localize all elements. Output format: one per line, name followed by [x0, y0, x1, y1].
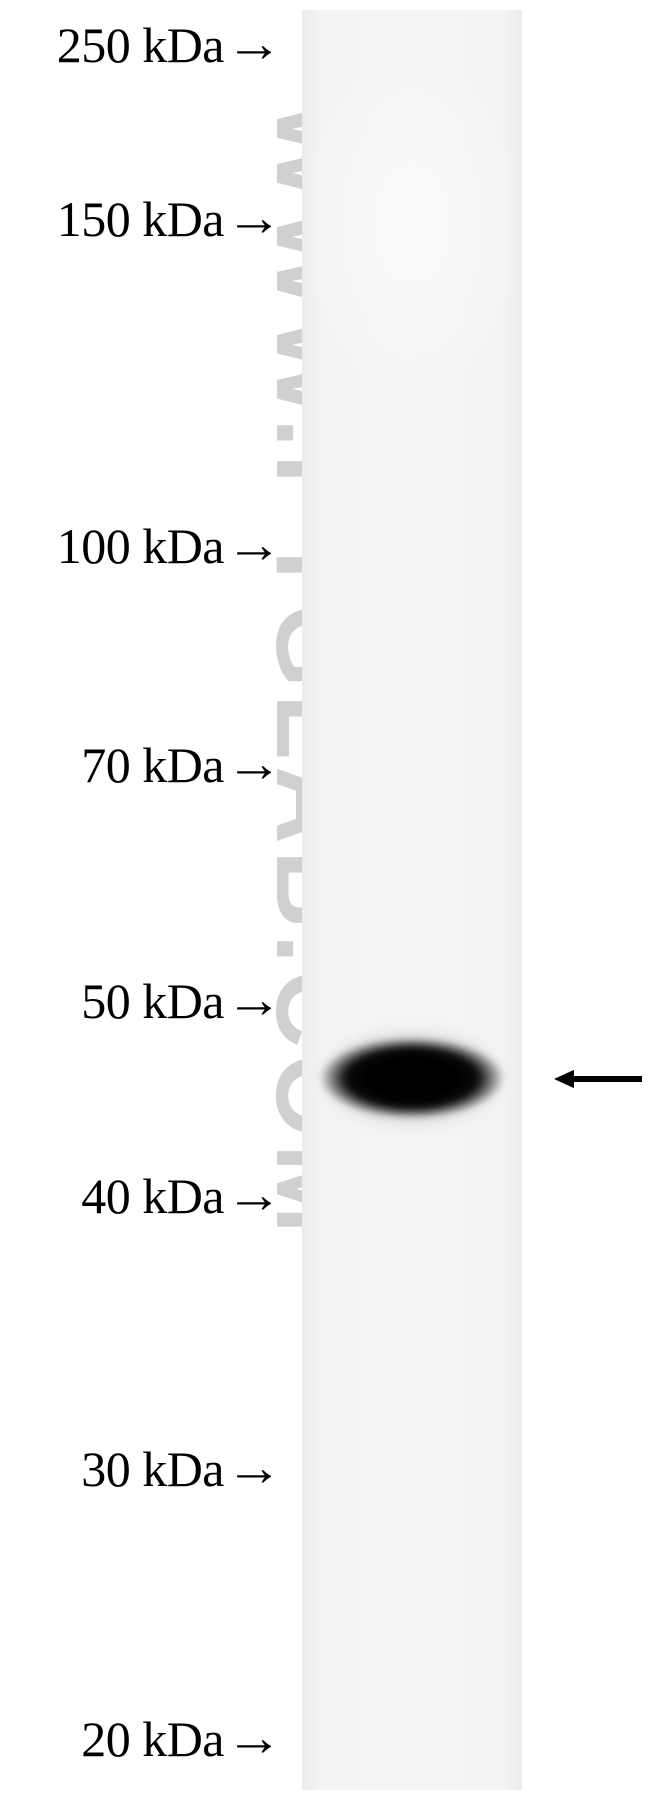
blot-lane [302, 10, 522, 1790]
marker-label-text: 70 kDa [81, 740, 224, 790]
marker-label-row: 20 kDa→ [81, 1713, 280, 1765]
blot-lane-bg [302, 10, 522, 1790]
marker-label-text: 50 kDa [81, 976, 224, 1026]
marker-label-row: 30 kDa→ [81, 1443, 280, 1495]
arrow-right-icon: → [225, 19, 282, 71]
marker-label-text: 250 kDa [57, 20, 224, 70]
marker-label-row: 250 kDa→ [57, 19, 280, 71]
arrow-right-icon: → [225, 1443, 282, 1495]
marker-label-row: 50 kDa→ [81, 975, 280, 1027]
result-arrow [554, 1064, 644, 1094]
marker-label-row: 100 kDa→ [57, 520, 280, 572]
marker-label-text: 30 kDa [81, 1444, 224, 1494]
marker-label-text: 20 kDa [81, 1714, 224, 1764]
arrow-right-icon: → [225, 193, 282, 245]
marker-label-text: 40 kDa [81, 1171, 224, 1221]
marker-label-row: 70 kDa→ [81, 739, 280, 791]
arrow-left-icon [554, 1064, 644, 1094]
marker-label-row: 150 kDa→ [57, 193, 280, 245]
marker-label-column: 250 kDa→150 kDa→100 kDa→70 kDa→50 kDa→40… [0, 0, 280, 1803]
arrow-right-icon: → [225, 975, 282, 1027]
marker-label-text: 100 kDa [57, 521, 224, 571]
figure-root: WWW.PTGLAB.COM 250 kDa→150 kDa→100 kDa→7… [0, 0, 650, 1803]
arrow-right-icon: → [225, 1170, 282, 1222]
arrow-right-icon: → [225, 739, 282, 791]
marker-label-text: 150 kDa [57, 194, 224, 244]
band-core [320, 1037, 505, 1119]
marker-label-row: 40 kDa→ [81, 1170, 280, 1222]
arrow-right-icon: → [225, 520, 282, 572]
arrow-right-icon: → [225, 1713, 282, 1765]
